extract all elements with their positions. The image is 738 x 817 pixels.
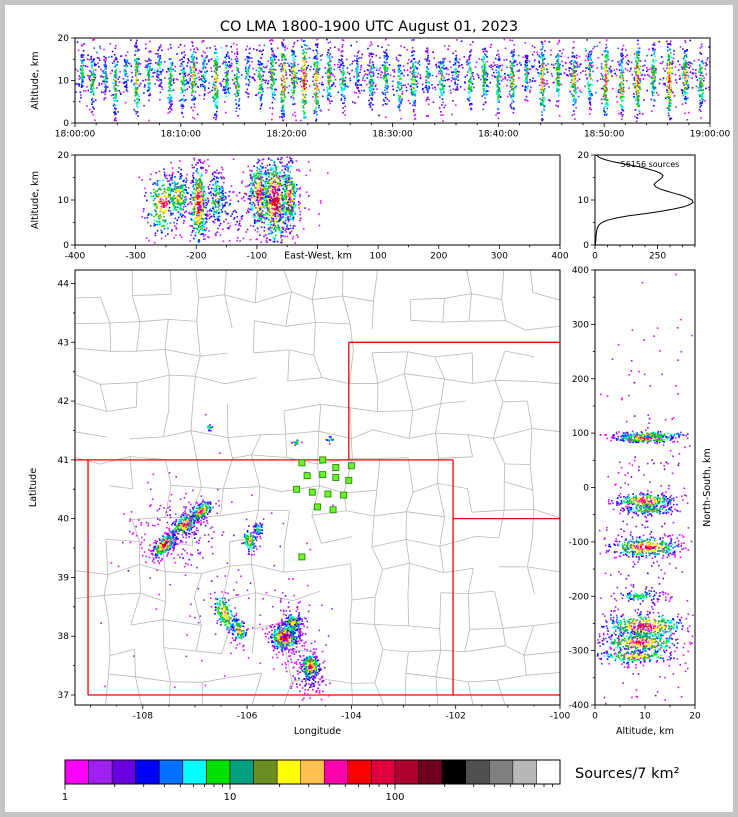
source-profile-frame	[594, 154, 696, 246]
map-source-points	[87, 413, 334, 701]
ns-ylabel: North-South, km	[702, 448, 713, 526]
east-west-points	[138, 156, 329, 244]
density-colorbar: 1 10 100 Sources/7 km²	[62, 759, 679, 803]
colorbar-frame	[64, 759, 561, 785]
east-west-frame	[74, 154, 561, 246]
lma-station-markers	[293, 456, 355, 561]
north-south-frame	[594, 269, 696, 706]
colorbar-label: Sources/7 km²	[575, 766, 679, 782]
time-height-axes: 18:00:00 18:10:00 18:20:00 18:30:00 18:40:00…	[55, 34, 731, 140]
map-ylabel: Latitude	[28, 468, 39, 507]
north-south-points	[596, 273, 694, 705]
state-borders	[75, 341, 560, 696]
time-height-frame	[74, 37, 711, 124]
source-profile-curve	[595, 155, 694, 245]
map-xlabel: Longitude	[294, 726, 341, 737]
east-west-ylabel: Altitude, km	[30, 171, 41, 229]
colorbar-ticks: 1 10 100	[62, 784, 553, 803]
county-boundaries	[75, 270, 560, 705]
time-height-panel: 18:00:00 18:10:00 18:20:00 18:30:00 18:40:00…	[30, 34, 730, 140]
east-west-xlabel: East-West, km	[284, 251, 352, 262]
time-height-ylabel: Altitude, km	[30, 52, 41, 110]
time-height-points	[75, 38, 710, 123]
map-frame	[74, 269, 561, 706]
ns-xlabel: Altitude, km	[616, 726, 674, 737]
colorbar-segments	[64, 759, 561, 785]
figure-title: CO LMA 1800-1900 UTC August 01, 2023	[220, 19, 518, 35]
source-count-annotation: 56156 sources	[621, 160, 680, 169]
